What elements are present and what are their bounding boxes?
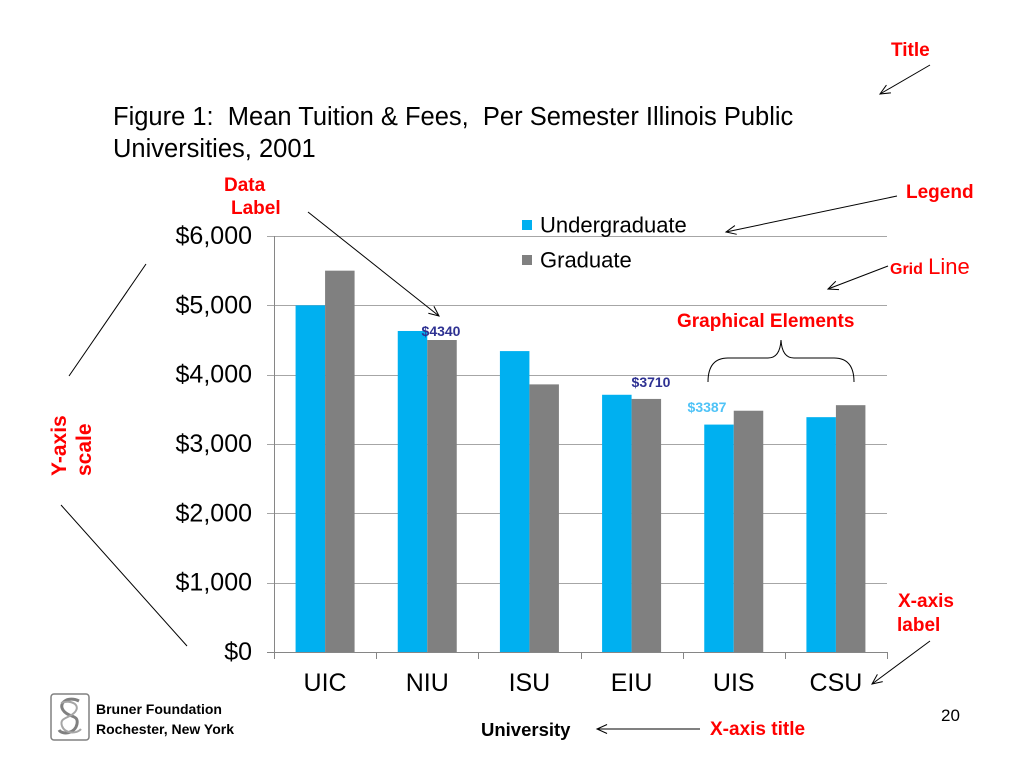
- x-tick-label: CSU: [810, 669, 863, 697]
- data-label-arrow: [307, 211, 440, 317]
- bar-graduate-isu: [529, 384, 559, 652]
- y-tick-label: $1,000: [176, 569, 252, 597]
- bar-undergraduate-isu: [499, 351, 530, 652]
- bar-undergraduate-csu: [806, 417, 836, 652]
- grid-line-annotation: Grid Line: [890, 255, 970, 282]
- y-axis-scale-line2: scale: [73, 423, 96, 476]
- title-arrow: [879, 64, 931, 95]
- y-tick-label: $3,000: [176, 430, 252, 458]
- x-axis-label-arrow-head: [871, 674, 883, 685]
- data-label: $3387: [688, 399, 727, 415]
- x-tick-label: EIU: [611, 669, 653, 697]
- bar-undergraduate-niu: [397, 330, 428, 652]
- x-tick-label: UIS: [713, 669, 755, 697]
- data-label: $4340: [422, 323, 461, 339]
- x-axis-label-annotation-line2: label: [897, 615, 941, 636]
- organization-location: Rochester, New York: [96, 721, 234, 737]
- x-axis-title-arrow-head: [595, 724, 608, 734]
- organization-name: Bruner Foundation: [96, 701, 222, 717]
- bar-undergraduate-uic: [295, 305, 326, 652]
- grid-line-annotation-line: Line: [928, 254, 970, 279]
- page-number: 20: [941, 706, 960, 725]
- data-label-arrow-head: [428, 306, 440, 317]
- bar-graduate-csu: [835, 405, 866, 652]
- x-tick-label: NIU: [406, 669, 449, 697]
- x-axis-title: University: [481, 719, 571, 740]
- y-tick-label: $4,000: [176, 361, 252, 389]
- y-tick-label: $0: [224, 638, 252, 666]
- bar-graduate-niu: [427, 340, 457, 652]
- data-label-annotation-line1: Data: [224, 175, 266, 196]
- legend-swatch-undergraduate: [522, 220, 532, 230]
- legend-arrow-head: [724, 225, 737, 235]
- bruner-foundation-logo: [50, 693, 90, 741]
- y-axis-scale-annotation: Y-axis scale: [47, 410, 97, 476]
- y-tick-label: $2,000: [176, 499, 252, 527]
- y-tick-label: $5,000: [176, 291, 252, 319]
- title-annotation: Title: [891, 40, 930, 61]
- chart-title: Figure 1: Mean Tuition & Fees, Per Semes…: [113, 103, 801, 163]
- legend-arrow: [725, 195, 898, 233]
- grid-line-annotation-grid: Grid: [890, 261, 923, 278]
- x-tick-label: ISU: [509, 669, 551, 697]
- bar-undergraduate-uis: [704, 424, 734, 652]
- grid-line-arrow: [827, 265, 889, 290]
- bar-undergraduate-eiu: [602, 394, 632, 652]
- legend-label-undergraduate: Undergraduate: [540, 213, 687, 238]
- legend-label-graduate: Graduate: [540, 248, 632, 273]
- x-axis-label-annotation-line1: X-axis: [898, 591, 954, 612]
- y-axis-scale-lower-line: [60, 504, 188, 647]
- y-tick-label: $6,000: [176, 222, 252, 250]
- y-axis-scale-upper-line: [68, 263, 147, 377]
- data-label-annotation-line2: Label: [231, 198, 281, 219]
- title-arrow-head: [878, 84, 891, 95]
- legend-swatch-graduate: [522, 255, 532, 265]
- graphical-elements-brace: [707, 339, 855, 383]
- x-axis-title-annotation: X-axis title: [710, 719, 806, 740]
- data-label: $3710: [632, 374, 671, 390]
- bar-graduate-eiu: [631, 398, 662, 652]
- bar-graduate-uic: [325, 270, 355, 652]
- x-tick-label: UIC: [304, 669, 347, 697]
- legend-annotation: Legend: [906, 182, 974, 203]
- x-axis-label-arrow: [871, 640, 931, 685]
- graphical-elements-annotation: Graphical Elements: [677, 311, 855, 332]
- y-axis-scale-line1: Y-axis: [48, 415, 71, 476]
- bar-graduate-uis: [733, 410, 764, 652]
- grid-line-arrow-head: [826, 280, 840, 291]
